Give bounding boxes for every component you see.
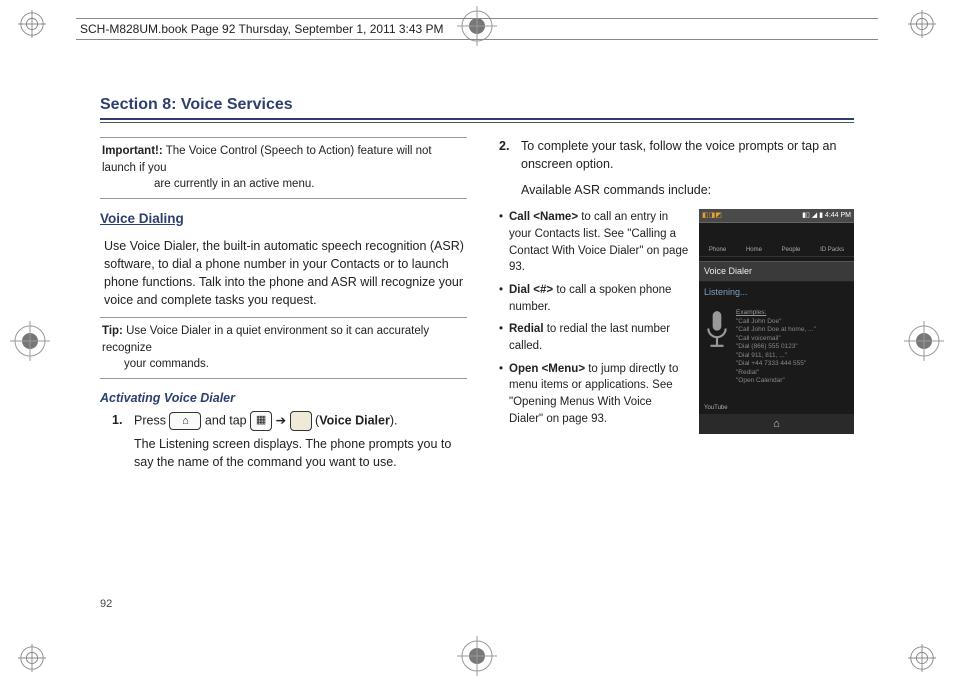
cmd-dial-name: Dial <#> <box>509 284 553 296</box>
step1-text-c: ➔ <box>276 414 290 428</box>
status-left-icons: ◧◨◩ <box>702 211 722 221</box>
home-key-icon: ⌂ <box>169 412 201 430</box>
asr-command-list: •Call <Name> to call an entry in your Co… <box>499 209 689 434</box>
tip-label: Tip: <box>102 325 123 337</box>
section-rule <box>100 122 854 123</box>
microphone-icon <box>704 309 730 349</box>
page-header: SCH-M828UM.book Page 92 Thursday, Septem… <box>76 18 878 40</box>
step-2: 2. To complete your task, follow the voi… <box>499 137 854 199</box>
activating-heading: Activating Voice Dialer <box>100 389 467 407</box>
step1-text-b: and tap <box>205 414 250 428</box>
register-mark-icon <box>10 321 50 361</box>
home-icon-row: Phone Home People ID Packs <box>699 223 854 257</box>
step1-text-e: Voice Dialer <box>319 414 390 428</box>
example-line: "Dial +44 7333 444 555" <box>736 360 816 368</box>
crop-mark-icon <box>18 644 46 672</box>
tip-text-1: Use Voice Dialer in a quiet environment … <box>102 325 429 354</box>
list-item: •Redial to redial the last number called… <box>499 321 689 354</box>
register-mark-icon <box>904 321 944 361</box>
voice-dialing-body: Use Voice Dialer, the built-in automatic… <box>100 235 467 318</box>
screen-title: Voice Dialer <box>699 261 854 282</box>
app-icon: People <box>782 246 801 255</box>
example-line: "Call voicemail" <box>736 335 816 343</box>
list-item: •Open <Menu> to jump directly to menu it… <box>499 361 689 428</box>
example-line: "Dial 911, 811, ..." <box>736 352 816 360</box>
step-2-number: 2. <box>499 137 521 199</box>
asr-intro: Available ASR commands include: <box>521 181 854 199</box>
list-item: •Dial <#> to call a spoken phone number. <box>499 282 689 315</box>
crop-mark-icon <box>18 10 46 38</box>
app-icon: ID Packs <box>820 246 844 255</box>
tip-text-2: your commands. <box>102 356 465 373</box>
apps-grid-icon: ▦ <box>250 411 272 431</box>
step-1: 1. Press ⌂ and tap ▦ ➔ (Voice Dialer). T… <box>112 411 467 471</box>
example-line: "Call John Doe" <box>736 318 816 326</box>
left-column: Important!: The Voice Control (Speech to… <box>100 137 467 473</box>
register-mark-icon <box>457 636 497 676</box>
cmd-open-name: Open <Menu> <box>509 363 585 375</box>
status-bar: ◧◨◩ ▮▯ ◢ ▮ 4:44 PM <box>699 209 854 223</box>
step-2-body: To complete your task, follow the voice … <box>521 137 854 199</box>
step-1-number: 1. <box>112 411 134 471</box>
tip-note: Tip: Use Voice Dialer in a quiet environ… <box>100 317 467 379</box>
list-item: •Call <Name> to call an entry in your Co… <box>499 209 689 276</box>
home-button-icon: ⌂ <box>699 414 854 434</box>
listening-text: Listening... <box>699 282 854 303</box>
crop-mark-icon <box>908 644 936 672</box>
app-icon: Phone <box>709 246 726 255</box>
status-icons: ▮▯ ◢ ▮ <box>802 212 823 219</box>
step-1-body: Press ⌂ and tap ▦ ➔ (Voice Dialer). The … <box>134 411 467 471</box>
right-column: 2. To complete your task, follow the voi… <box>487 137 854 473</box>
book-info-text: SCH-M828UM.book Page 92 Thursday, Septem… <box>80 22 444 36</box>
page-number: 92 <box>100 598 112 610</box>
phone-screenshot: ◧◨◩ ▮▯ ◢ ▮ 4:44 PM Phone Home People ID … <box>699 209 854 434</box>
page-body: Section 8: Voice Services Important!: Th… <box>100 96 854 622</box>
important-text-2: are currently in an active menu. <box>102 176 465 193</box>
step1-text-a: Press <box>134 414 169 428</box>
example-line: "Call John Doe at home, ..." <box>736 326 816 334</box>
important-note: Important!: The Voice Control (Speech to… <box>100 137 467 199</box>
section-title: Section 8: Voice Services <box>100 96 854 120</box>
cmd-call-name: Call <Name> <box>509 211 578 223</box>
crop-mark-icon <box>908 10 936 38</box>
examples-heading: Examples: <box>736 309 816 317</box>
example-line: "Open Calendar" <box>736 377 816 385</box>
step1-body2: The Listening screen displays. The phone… <box>134 435 467 471</box>
status-time: 4:44 PM <box>825 212 851 219</box>
example-line: "Dial (866) 555 0123" <box>736 343 816 351</box>
app-icon: Home <box>746 246 762 255</box>
voice-dialer-icon <box>290 411 312 431</box>
example-line: "Redial" <box>736 369 816 377</box>
voice-dialing-heading: Voice Dialing <box>100 209 467 229</box>
important-label: Important!: <box>102 145 163 157</box>
step2-text: To complete your task, follow the voice … <box>521 137 854 173</box>
step1-text-f: ). <box>390 414 398 428</box>
youtube-label: YouTube <box>704 404 728 413</box>
cmd-redial-name: Redial <box>509 323 544 335</box>
examples-list: Examples: "Call John Doe" "Call John Doe… <box>736 309 816 385</box>
